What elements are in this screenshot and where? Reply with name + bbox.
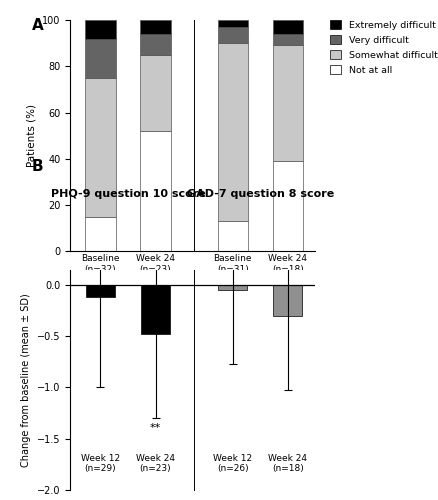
Text: GAD-7 question 8 score: GAD-7 question 8 score bbox=[187, 189, 334, 199]
Text: Week 24
(n=23): Week 24 (n=23) bbox=[136, 454, 175, 473]
Text: Response to
GAD-7 question 8: Response to GAD-7 question 8 bbox=[209, 316, 312, 338]
Bar bbox=[140, 131, 171, 252]
Text: **: ** bbox=[150, 424, 161, 434]
Bar bbox=[273, 285, 302, 316]
Bar bbox=[272, 34, 303, 46]
Bar bbox=[85, 217, 116, 252]
Y-axis label: Patients (%): Patients (%) bbox=[26, 104, 36, 167]
Bar bbox=[218, 20, 248, 27]
Bar bbox=[272, 161, 303, 252]
Bar bbox=[140, 20, 171, 34]
Bar bbox=[86, 285, 115, 297]
Text: Week 24
(n=18): Week 24 (n=18) bbox=[268, 454, 307, 473]
Text: B: B bbox=[32, 160, 44, 174]
Bar bbox=[219, 285, 247, 290]
Legend: Extremely difficult, Very difficult, Somewhat difficult, Not at all: Extremely difficult, Very difficult, Som… bbox=[330, 20, 438, 74]
Bar bbox=[272, 20, 303, 34]
Bar bbox=[85, 78, 116, 217]
Bar bbox=[85, 38, 116, 78]
Text: PHQ-9 question 10 score: PHQ-9 question 10 score bbox=[50, 189, 205, 199]
Bar bbox=[218, 222, 248, 252]
Y-axis label: Change from baseline (mean ± SD): Change from baseline (mean ± SD) bbox=[21, 293, 31, 467]
Bar bbox=[85, 20, 116, 38]
Bar bbox=[218, 27, 248, 43]
Bar bbox=[141, 285, 170, 334]
Bar bbox=[140, 54, 171, 131]
Text: Week 12
(n=29): Week 12 (n=29) bbox=[81, 454, 120, 473]
Text: Week 12
(n=26): Week 12 (n=26) bbox=[213, 454, 252, 473]
Bar bbox=[272, 46, 303, 161]
Bar bbox=[218, 43, 248, 222]
Text: Response to
PHQ-9 question 10: Response to PHQ-9 question 10 bbox=[73, 316, 183, 338]
Bar bbox=[140, 34, 171, 54]
Text: A: A bbox=[32, 18, 44, 32]
